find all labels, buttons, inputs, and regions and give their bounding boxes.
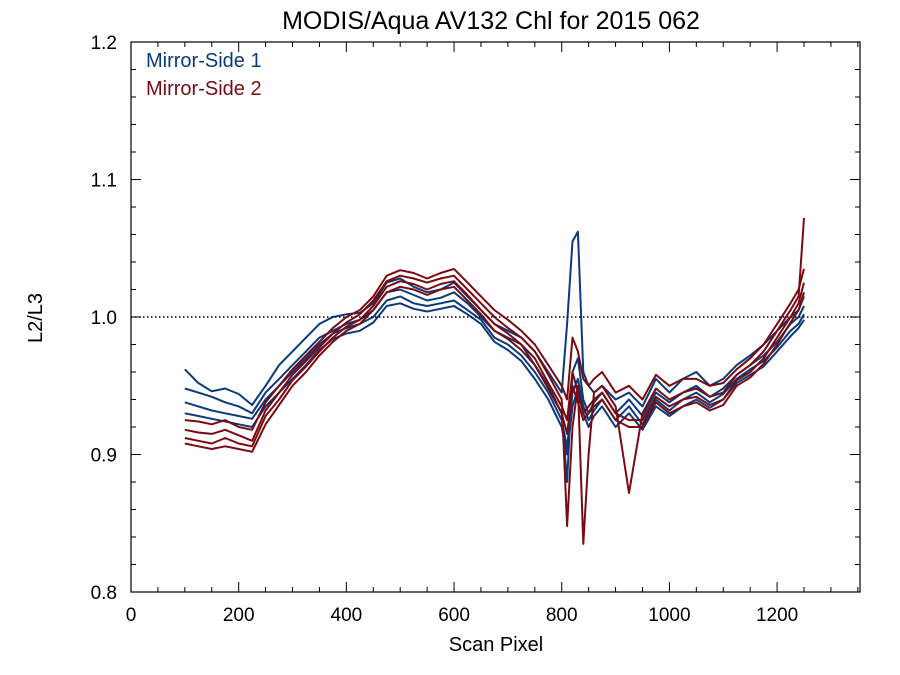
legend-entry-mirror-side-2: Mirror-Side 2 — [146, 78, 262, 100]
series-line-6 — [184, 217, 805, 545]
y-axis-label: L2/L3 — [25, 293, 47, 343]
x-tick-label: 400 — [331, 605, 363, 626]
y-tick-label: 0.9 — [91, 446, 117, 467]
y-tick-label: 0.8 — [91, 583, 117, 604]
axes: 0 200 400 600 800 1000 1200 0.8 0.9 1.0 1.1 1.2 — [91, 33, 861, 626]
y-tick-label: 1.1 — [91, 171, 117, 192]
series-line-3 — [184, 295, 805, 449]
plot-area — [131, 217, 860, 545]
x-tick-label: 200 — [223, 605, 255, 626]
y-tick-label: 1.0 — [91, 308, 117, 329]
y-tick-label: 1.2 — [91, 33, 117, 54]
series-line-8 — [184, 285, 805, 453]
chart-title: MODIS/Aqua AV132 Chl for 2015 062 — [282, 7, 700, 35]
x-tick-label: 800 — [546, 605, 578, 626]
x-tick-label: 1200 — [756, 605, 798, 626]
x-tick-label: 600 — [438, 605, 470, 626]
series-line-5 — [184, 267, 805, 431]
series-line-7 — [184, 280, 805, 448]
legend-entry-mirror-side-1: Mirror-Side 1 — [146, 50, 262, 72]
x-axis-label: Scan Pixel — [449, 634, 544, 656]
x-tick-label: 1000 — [648, 605, 690, 626]
series-line-4 — [184, 302, 805, 456]
legend: Mirror-Side 1 Mirror-Side 2 — [146, 50, 262, 100]
series-line-2 — [184, 288, 805, 483]
x-tick-label: 0 — [126, 605, 137, 626]
